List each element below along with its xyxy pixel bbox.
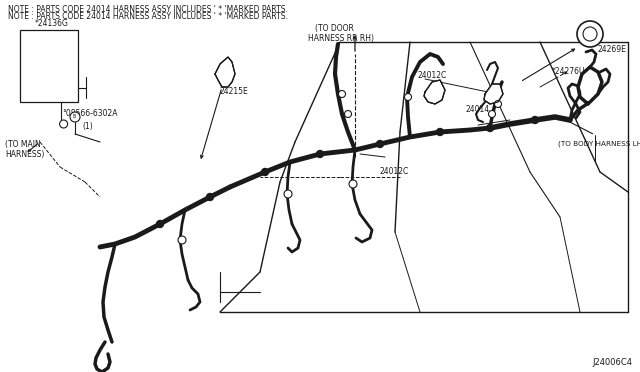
Circle shape [376,141,383,148]
Circle shape [583,27,597,41]
Circle shape [531,116,538,124]
Circle shape [317,151,323,157]
Circle shape [344,110,351,118]
Circle shape [262,169,269,176]
Circle shape [60,120,68,128]
Text: 24215E: 24215E [220,87,249,96]
Text: (1): (1) [82,122,93,131]
Text: *24276U: *24276U [552,67,586,77]
Circle shape [178,236,186,244]
Circle shape [577,21,603,47]
Text: HARNESS): HARNESS) [5,150,44,158]
Text: °08566-6302A: °08566-6302A [62,109,118,119]
Text: 24012C: 24012C [380,167,409,176]
Bar [20,30,78,102]
Circle shape [284,190,292,198]
Text: HARNESS RR RH): HARNESS RR RH) [308,33,374,42]
Text: 24014: 24014 [465,106,489,115]
Circle shape [436,128,444,135]
Polygon shape [424,80,445,104]
Circle shape [495,100,502,108]
Text: J24006C4: J24006C4 [592,358,632,367]
Circle shape [486,125,493,131]
Text: (TO BODY HARNESS LH): (TO BODY HARNESS LH) [558,141,640,147]
Circle shape [339,90,346,97]
Text: (TO DOOR: (TO DOOR [315,23,354,32]
Text: NOTE : PARTS CODE 24014 HARNESS ASSY INCLUDES ' * 'MARKED PARTS.: NOTE : PARTS CODE 24014 HARNESS ASSY INC… [8,12,288,21]
Circle shape [207,193,214,201]
Polygon shape [215,57,235,87]
Circle shape [404,93,412,100]
Text: 24012C: 24012C [418,71,447,80]
Circle shape [349,180,357,188]
Circle shape [70,112,80,122]
Polygon shape [484,84,503,104]
Circle shape [488,110,495,118]
Text: 24269E: 24269E [598,45,627,55]
Circle shape [157,221,163,228]
Text: B: B [72,115,76,119]
Text: (TO MAIN: (TO MAIN [5,140,41,148]
Text: *24136G: *24136G [35,19,69,29]
Text: NOTE : PARTS CODE 24014 HARNESS ASSY INCLUDES ' * 'MARKED PARTS.: NOTE : PARTS CODE 24014 HARNESS ASSY INC… [8,5,288,14]
